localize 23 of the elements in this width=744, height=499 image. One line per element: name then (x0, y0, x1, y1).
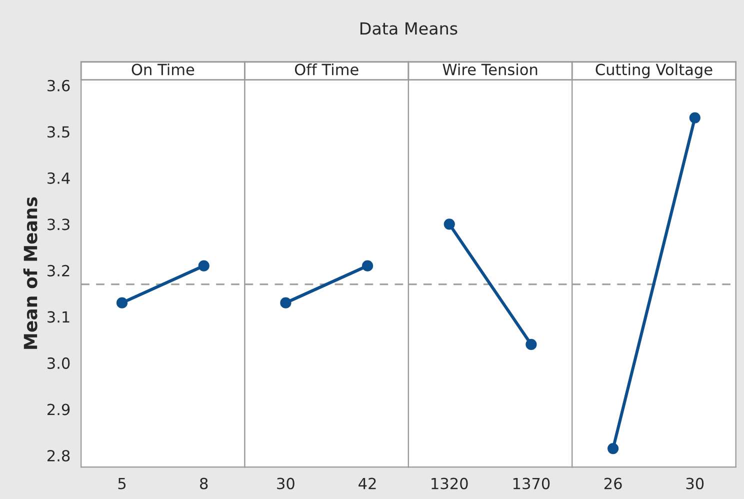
chart-title: Cutting Voltage (596, 63, 712, 78)
y-tick-label: 3.4 (48, 172, 70, 184)
chart-title: On Time (132, 63, 194, 76)
x-tick-label: 30 (686, 478, 704, 490)
y-tick-label: 2.8 (48, 450, 70, 462)
y-tick-label: 3.0 (48, 357, 70, 369)
y-axis-title: Mean of Means (23, 197, 38, 349)
x-tick-label: 1320 (432, 478, 468, 490)
chart-title: Off Time (294, 63, 358, 76)
y-tick-label: 3.5 (48, 126, 70, 138)
x-tick-label: 5 (118, 478, 126, 490)
x-tick-label: 8 (200, 478, 208, 490)
y-tick-label: 3.1 (48, 311, 70, 323)
x-tick-label: 30 (277, 478, 294, 490)
chart-title: Wire Tension (442, 63, 538, 76)
y-tick-label: 3.6 (48, 80, 70, 92)
x-tick-label: 26 (604, 478, 622, 490)
y-tick-label: 2.9 (48, 404, 70, 416)
y-tick-label: 3.2 (48, 264, 70, 276)
y-tick-label: 3.3 (48, 218, 70, 230)
x-tick-label: 1370 (513, 478, 550, 490)
x-tick-label: 42 (358, 478, 376, 490)
text: Data Means (360, 22, 458, 35)
